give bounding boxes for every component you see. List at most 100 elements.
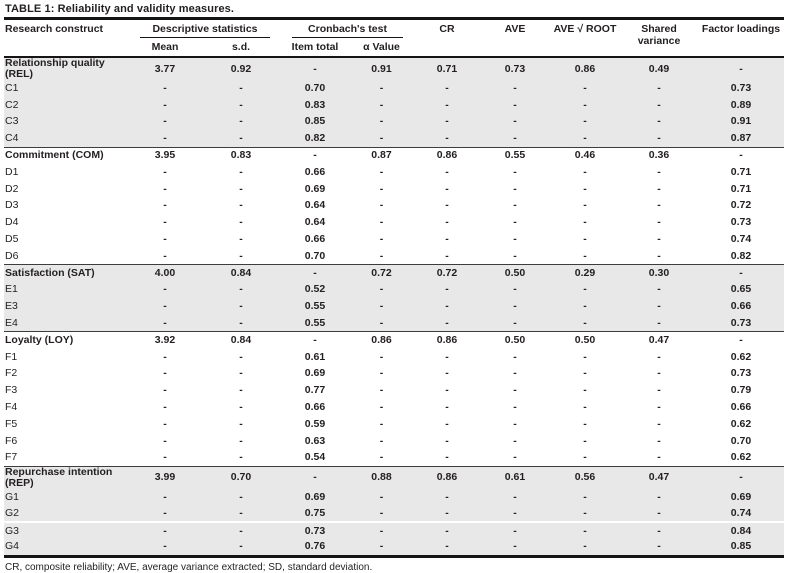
cell-mean: - <box>163 300 167 313</box>
cell-sd: - <box>239 524 243 537</box>
cell-shared-variance: - <box>657 199 661 212</box>
col-header-ave: AVE <box>504 23 526 35</box>
cell-ave: 0.73 <box>504 62 526 75</box>
cell-ave-root: - <box>583 199 587 212</box>
cell-shared-variance: 0.49 <box>648 62 670 75</box>
cell-mean: - <box>163 490 167 503</box>
cell-ave: - <box>513 216 517 229</box>
cell-shared-variance: 0.47 <box>648 334 670 347</box>
cell-shared-variance: - <box>657 165 661 178</box>
cell-ave: - <box>513 451 517 464</box>
item-row: C2 - - 0.83 - - - - - 0.89 <box>4 96 784 114</box>
cell-alpha: - <box>379 132 384 145</box>
cell-shared-variance: - <box>657 451 661 464</box>
cell-cr: - <box>445 300 449 313</box>
cell-alpha: 0.72 <box>371 266 392 279</box>
cell-ave: - <box>513 490 517 503</box>
item-row: C4 - - 0.82 - - - - - 0.87 <box>4 130 784 148</box>
cell-alpha: - <box>379 316 384 329</box>
cell-sd: - <box>239 350 243 363</box>
cell-item-total: 0.73 <box>304 524 326 537</box>
cell-alpha: - <box>379 451 384 464</box>
cell-alpha: - <box>379 417 384 430</box>
cell-sd: - <box>239 249 243 262</box>
row-label: G4 <box>5 540 20 553</box>
cell-cr: - <box>445 417 449 430</box>
cell-mean: - <box>163 165 167 178</box>
cell-ave: - <box>513 367 517 380</box>
cell-sd: - <box>239 401 243 414</box>
cell-ave-root: - <box>583 524 587 537</box>
item-row: F5 - - 0.59 - - - - - 0.62 <box>4 416 784 433</box>
row-label: D3 <box>5 199 19 212</box>
col-header-shared-variance: Shared variance <box>637 23 681 47</box>
item-row: F4 - - 0.66 - - - - - 0.66 <box>4 399 784 416</box>
row-label: Commitment (COM) <box>5 149 104 162</box>
cell-shared-variance: 0.30 <box>648 266 670 279</box>
row-label: C2 <box>5 98 19 111</box>
header-group-row: Research construct Descriptive statistic… <box>4 20 784 47</box>
row-label: D1 <box>5 165 19 178</box>
cell-ave-root: - <box>583 490 587 503</box>
row-label: F2 <box>5 367 18 380</box>
cell-mean: - <box>163 384 167 397</box>
row-label: E1 <box>5 283 18 296</box>
cell-ave: - <box>513 115 517 128</box>
cell-shared-variance: - <box>657 367 661 380</box>
cell-sd: - <box>239 132 243 145</box>
cell-shared-variance: - <box>657 115 661 128</box>
cell-alpha: - <box>379 249 384 262</box>
item-row: E3 - - 0.55 - - - - - 0.66 <box>4 298 784 316</box>
item-row: F7 - - 0.54 - - - - - 0.62 <box>4 450 784 467</box>
cell-ave-root: - <box>583 316 587 329</box>
cell-cr: - <box>445 384 449 397</box>
cell-ave-root: - <box>583 216 587 229</box>
cell-sd: - <box>239 417 243 430</box>
header-sub-row: Mean s.d. Item total α Value <box>4 39 784 57</box>
cell-ave-root: 0.50 <box>574 334 596 347</box>
table-footnote: CR, composite reliability; AVE, average … <box>5 561 373 573</box>
cell-sd: - <box>239 490 243 503</box>
row-label: C4 <box>5 132 19 145</box>
table-body: Relationship quality (REL) 3.77 0.92 - 0.91 0… <box>4 57 784 557</box>
cell-ave-root: - <box>583 401 587 414</box>
cell-mean: - <box>163 216 167 229</box>
cell-ave: - <box>513 81 517 94</box>
cell-mean: - <box>163 283 167 296</box>
cell-alpha: - <box>379 490 384 503</box>
col-header-item-total: Item total <box>291 41 339 53</box>
cell-ave-root: - <box>583 132 587 145</box>
cell-item-total: 0.77 <box>304 384 326 397</box>
cell-ave: - <box>513 350 517 363</box>
cell-sd: - <box>239 233 243 246</box>
cell-sd: - <box>239 165 243 178</box>
cell-cr: - <box>445 182 449 195</box>
cell-mean: - <box>163 451 167 464</box>
cell-mean: - <box>163 115 167 128</box>
cell-alpha: - <box>379 216 384 229</box>
cell-ave-root: 0.29 <box>574 266 596 279</box>
col-header-alpha-value: α Value <box>363 41 400 53</box>
cell-ave: - <box>513 165 517 178</box>
cell-factor-loading: 0.62 <box>730 417 752 430</box>
cell-shared-variance: - <box>657 540 661 553</box>
cell-factor-loading: - <box>739 149 743 162</box>
cell-mean: 3.77 <box>154 62 176 75</box>
cell-alpha: - <box>379 165 384 178</box>
cell-factor-loading: - <box>739 334 743 347</box>
cell-factor-loading: 0.82 <box>730 249 752 262</box>
cell-mean: 3.95 <box>154 149 176 162</box>
cell-ave: - <box>513 524 517 537</box>
row-label: F6 <box>5 434 18 447</box>
row-label: F4 <box>5 401 18 414</box>
cell-factor-loading: 0.70 <box>730 434 752 447</box>
cell-shared-variance: - <box>657 300 661 313</box>
cell-ave: - <box>513 316 517 329</box>
cell-alpha: - <box>379 182 384 195</box>
cell-alpha: - <box>379 540 384 553</box>
cell-ave: - <box>513 98 517 111</box>
cell-shared-variance: - <box>657 401 661 414</box>
cell-factor-loading: 0.73 <box>730 81 752 94</box>
cell-cr: - <box>445 350 449 363</box>
cell-mean: - <box>163 132 167 145</box>
